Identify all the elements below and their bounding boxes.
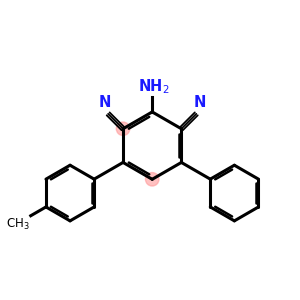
- Circle shape: [146, 172, 159, 186]
- Text: NH$_2$: NH$_2$: [138, 77, 170, 95]
- Text: N: N: [98, 95, 111, 110]
- Circle shape: [116, 122, 130, 136]
- Text: N: N: [194, 95, 206, 110]
- Text: CH$_3$: CH$_3$: [6, 217, 29, 232]
